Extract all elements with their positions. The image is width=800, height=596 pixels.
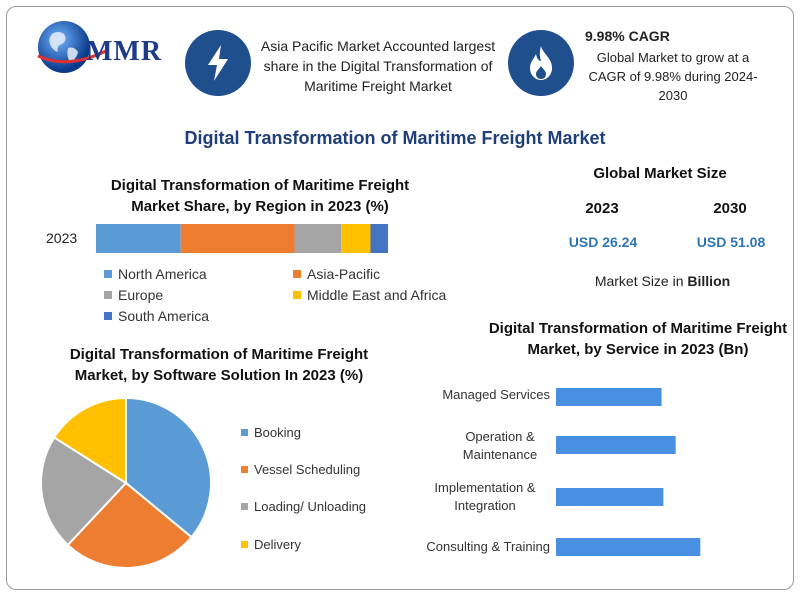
region-bar-segment-europe — [294, 224, 342, 253]
legend-label: Booking — [254, 425, 301, 440]
pie-slice-booking — [125, 396, 212, 539]
service-label-managed: Managed Services — [442, 387, 550, 402]
market-value-2030: USD 51.08 — [696, 234, 766, 250]
region-bar-segment-south-america — [370, 224, 388, 253]
market-size-unit: Billion — [687, 273, 731, 289]
legend-label: South America — [118, 308, 210, 324]
pie-slice-loading-unloading — [40, 436, 128, 547]
legend-label: Vessel Scheduling — [254, 462, 361, 477]
service-label-operation: Operation & Maintenance — [462, 429, 538, 462]
asia-pacific-highlight-text: Asia Pacific Market Accounted largest sh… — [260, 38, 496, 94]
region-bar-segment-north-america — [96, 224, 181, 253]
legend-swatch — [104, 312, 112, 320]
legend-swatch — [241, 466, 248, 473]
year-2030: 2030 — [713, 200, 747, 217]
market-size-note-prefix: Market Size in — [594, 273, 688, 289]
legend-label: Middle East and Africa — [307, 287, 447, 303]
cagr-title: 9.98% CAGR — [585, 28, 670, 44]
legend-middle-east-africa: Middle East and Africa — [293, 287, 446, 303]
legend-vessel-scheduling: Vessel Scheduling — [241, 462, 360, 477]
service-label-consulting: Consulting & Training — [426, 539, 550, 554]
service-bar-consulting-training — [556, 538, 701, 556]
market-size-title: Global Market Size — [593, 165, 727, 182]
region-chart-category-label: 2023 — [46, 230, 78, 246]
legend-label: Asia-Pacific — [307, 266, 381, 282]
legend-label: North America — [118, 266, 207, 282]
legend-asia-pacific: Asia-Pacific — [293, 266, 380, 282]
legend-swatch — [241, 503, 248, 510]
region-bar-segment-middle-east-and-africa — [341, 224, 371, 253]
legend-swatch — [104, 291, 112, 299]
year-2023: 2023 — [585, 200, 619, 217]
legend-swatch — [293, 270, 301, 278]
legend-swatch — [104, 270, 112, 278]
legend-label: Delivery — [254, 537, 301, 552]
service-bar-implementation-integration — [556, 488, 664, 506]
service-label-implementation: Implementation & Integration — [434, 480, 536, 513]
legend-booking: Booking — [241, 425, 301, 440]
service-bar-managed-services — [556, 388, 662, 406]
main-title: Digital Transformation of Maritime Freig… — [184, 128, 606, 148]
service-bar-chart — [556, 388, 701, 556]
market-value-2023: USD 26.24 — [568, 234, 638, 250]
legend-swatch — [241, 429, 248, 436]
mmr-logo: MMR — [24, 16, 174, 78]
legend-europe: Europe — [104, 287, 163, 303]
legend-south-america: South America — [104, 308, 209, 324]
lightning-bolt-icon — [185, 30, 251, 96]
service-bar-operation-maintenance — [556, 436, 676, 454]
region-bar-segment-asia-pacific — [180, 224, 295, 253]
globe-icon — [37, 21, 109, 73]
legend-delivery: Delivery — [241, 537, 301, 552]
legend-label: Europe — [118, 287, 164, 303]
legend-swatch — [293, 291, 301, 299]
region-chart-title: Digital Transformation of Maritime Freig… — [110, 177, 410, 215]
legend-loading-unloading: Loading/ Unloading — [241, 499, 366, 514]
market-size-note: Market Size in Billion — [560, 273, 765, 289]
legend-swatch — [241, 541, 248, 548]
cagr-text: Global Market to grow at a CAGR of 9.98%… — [588, 50, 758, 103]
pie-slice-delivery — [52, 396, 127, 485]
logo-text: MMR — [86, 36, 163, 67]
region-stacked-bar — [96, 224, 388, 253]
software-pie-chart — [40, 396, 212, 569]
pie-slice-vessel-scheduling — [66, 481, 193, 569]
software-chart-title: Digital Transformation of Maritime Freig… — [69, 346, 369, 384]
flame-icon — [508, 30, 574, 96]
service-chart-title: Digital Transformation of Maritime Freig… — [488, 320, 788, 358]
legend-label: Loading/ Unloading — [254, 499, 367, 514]
legend-north-america: North America — [104, 266, 207, 282]
